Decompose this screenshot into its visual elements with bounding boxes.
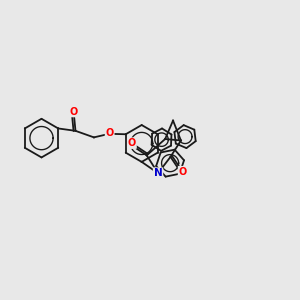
Text: O: O	[106, 128, 114, 138]
Text: N: N	[154, 168, 162, 178]
Text: O: O	[178, 167, 187, 177]
Text: O: O	[128, 138, 136, 148]
Text: O: O	[70, 106, 78, 116]
